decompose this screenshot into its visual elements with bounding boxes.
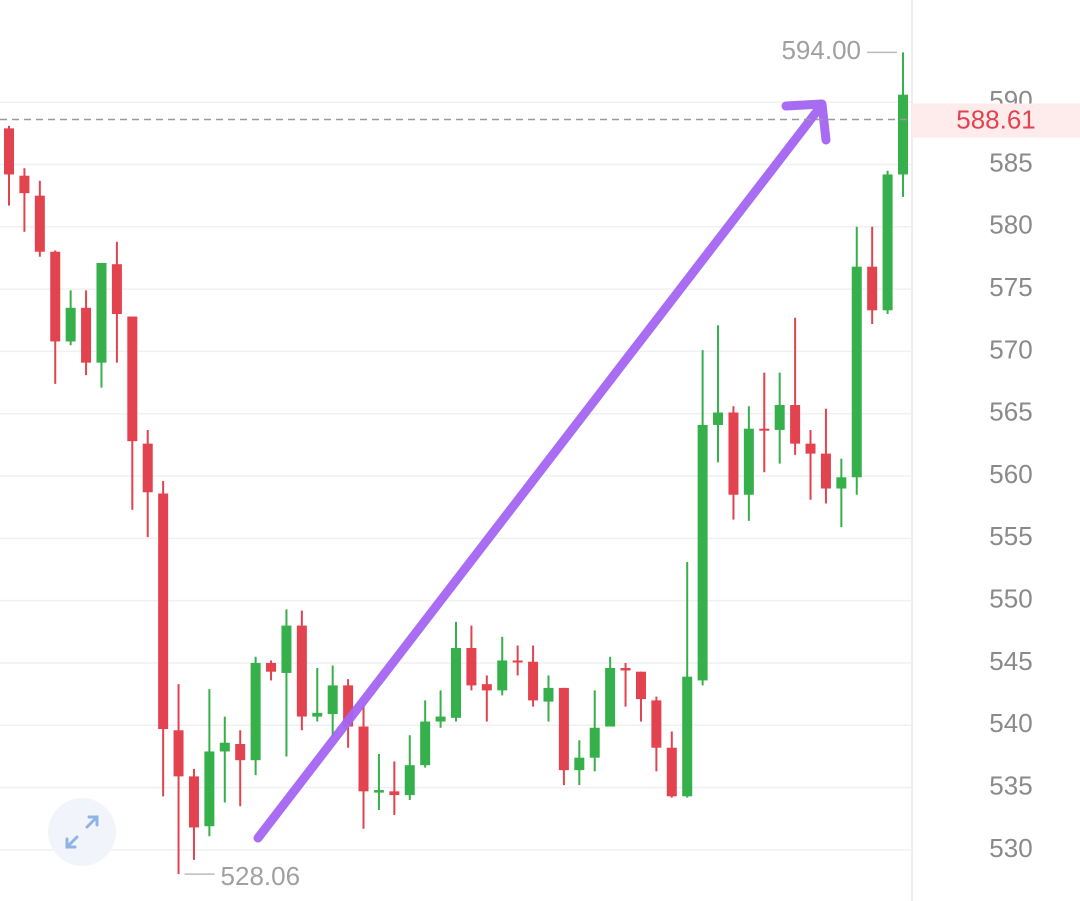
candle-body <box>219 742 230 752</box>
candle-body <box>111 264 122 315</box>
y-tick-label: 540 <box>989 708 1032 738</box>
candle-body <box>358 726 369 792</box>
candles <box>4 52 908 875</box>
candle-body <box>651 700 662 748</box>
candle-body <box>4 128 14 175</box>
expand-button[interactable] <box>48 798 116 866</box>
candle-body <box>81 307 92 363</box>
last-price-label: 588.61 <box>956 104 1036 134</box>
candle-body <box>682 676 693 797</box>
candle-body <box>34 195 45 252</box>
y-tick-label: 535 <box>989 770 1032 800</box>
y-tick-label: 580 <box>989 210 1032 240</box>
candle-body <box>497 660 508 691</box>
candle-body <box>635 671 646 700</box>
candle-body <box>204 751 215 827</box>
candle-body <box>96 262 107 363</box>
max-label: 594.00 <box>781 35 861 65</box>
candle-body <box>158 493 169 730</box>
candle-body <box>142 443 153 493</box>
candle-body <box>713 412 724 425</box>
candle-body <box>558 687 569 771</box>
candle-body <box>65 307 76 342</box>
candle-body <box>898 94 908 175</box>
candle-body <box>512 660 523 663</box>
y-tick-label: 575 <box>989 272 1032 302</box>
candle-body <box>235 743 246 761</box>
candle-body <box>728 412 739 495</box>
candle-body <box>836 477 847 489</box>
candle-body <box>173 730 184 777</box>
candle-body <box>312 712 323 717</box>
trend-arrow <box>253 99 831 843</box>
overlay: 594.00 528.06 588.61 <box>0 35 1080 891</box>
y-tick-label: 530 <box>989 833 1032 863</box>
candle-body <box>343 685 354 727</box>
candle-body <box>466 648 477 686</box>
candle-body <box>820 453 831 489</box>
candle-body <box>790 405 801 444</box>
candle-body <box>697 424 708 681</box>
y-tick-label: 560 <box>989 459 1032 489</box>
candle-body <box>266 662 277 672</box>
candle-body <box>327 685 338 715</box>
candle-body <box>389 791 400 796</box>
min-label: 528.06 <box>221 861 301 891</box>
candle-body <box>451 648 461 718</box>
candle-body <box>543 687 554 702</box>
y-tick-label: 565 <box>989 397 1032 427</box>
candle-body <box>574 757 585 771</box>
y-tick-label: 555 <box>989 521 1032 551</box>
candle-body <box>50 251 61 342</box>
candle-body <box>250 662 261 761</box>
candle-body <box>605 667 616 727</box>
candle-body <box>404 765 415 796</box>
candle-body <box>805 443 816 454</box>
candle-body <box>420 721 431 766</box>
y-tick-label: 585 <box>989 147 1032 177</box>
candle-body <box>589 727 600 758</box>
candle-body <box>296 625 307 717</box>
candle-body <box>435 716 446 722</box>
candle-body <box>373 790 384 793</box>
last-price-box <box>912 103 1080 138</box>
candle-body <box>19 175 30 194</box>
candle-body <box>743 428 754 495</box>
candle-body <box>481 684 492 691</box>
candle-body <box>851 266 862 478</box>
candle-body <box>867 266 878 311</box>
candle-body <box>281 625 292 673</box>
candle-body <box>528 661 539 701</box>
candle-body <box>759 428 770 431</box>
candle-body <box>188 776 199 828</box>
candle-body <box>882 174 893 311</box>
y-tick-label: 550 <box>989 584 1032 614</box>
candle-body <box>620 667 631 671</box>
y-tick-label: 570 <box>989 334 1032 364</box>
candle-body <box>127 316 138 442</box>
candle-body <box>666 747 677 797</box>
y-tick-label: 545 <box>989 646 1032 676</box>
candle-body <box>774 405 785 430</box>
